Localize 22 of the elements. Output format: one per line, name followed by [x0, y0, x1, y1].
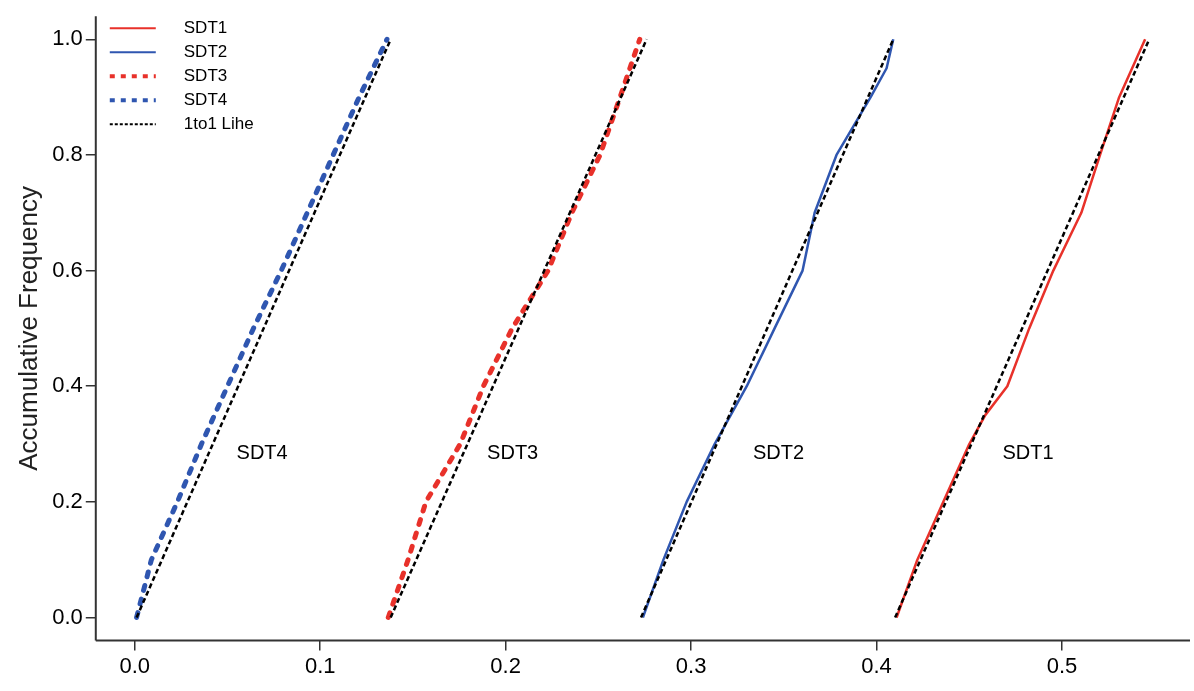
y-axis-title: Accumulative Frequency	[12, 186, 43, 471]
x-tick-label: 0.1	[304, 652, 336, 678]
y-tick-label: 1.0	[52, 25, 83, 51]
x-tick-label: 0.2	[490, 652, 521, 678]
x-tick-label: 0.4	[861, 652, 892, 678]
y-tick-label: 0.0	[52, 603, 83, 629]
x-tick-label: 0.0	[119, 652, 151, 678]
legend-label: 1to1 Lihe	[183, 113, 254, 133]
y-tick-label: 0.6	[52, 256, 83, 282]
annotation: SDT4	[236, 440, 288, 463]
x-tick-label: 0.3	[675, 652, 707, 678]
annotation: SDT2	[753, 440, 805, 463]
legend-label: SDT2	[183, 41, 228, 61]
legend-label: SDT3	[183, 65, 228, 85]
y-tick-label: 0.4	[52, 372, 83, 398]
legend-label: SDT4	[183, 89, 228, 109]
legend-label: SDT1	[183, 17, 228, 37]
y-tick-label: 0.2	[52, 487, 83, 513]
y-tick-label: 0.8	[52, 141, 83, 167]
x-tick-label: 0.5	[1046, 652, 1078, 678]
annotation: SDT1	[1002, 440, 1054, 463]
annotation: SDT3	[487, 440, 539, 463]
